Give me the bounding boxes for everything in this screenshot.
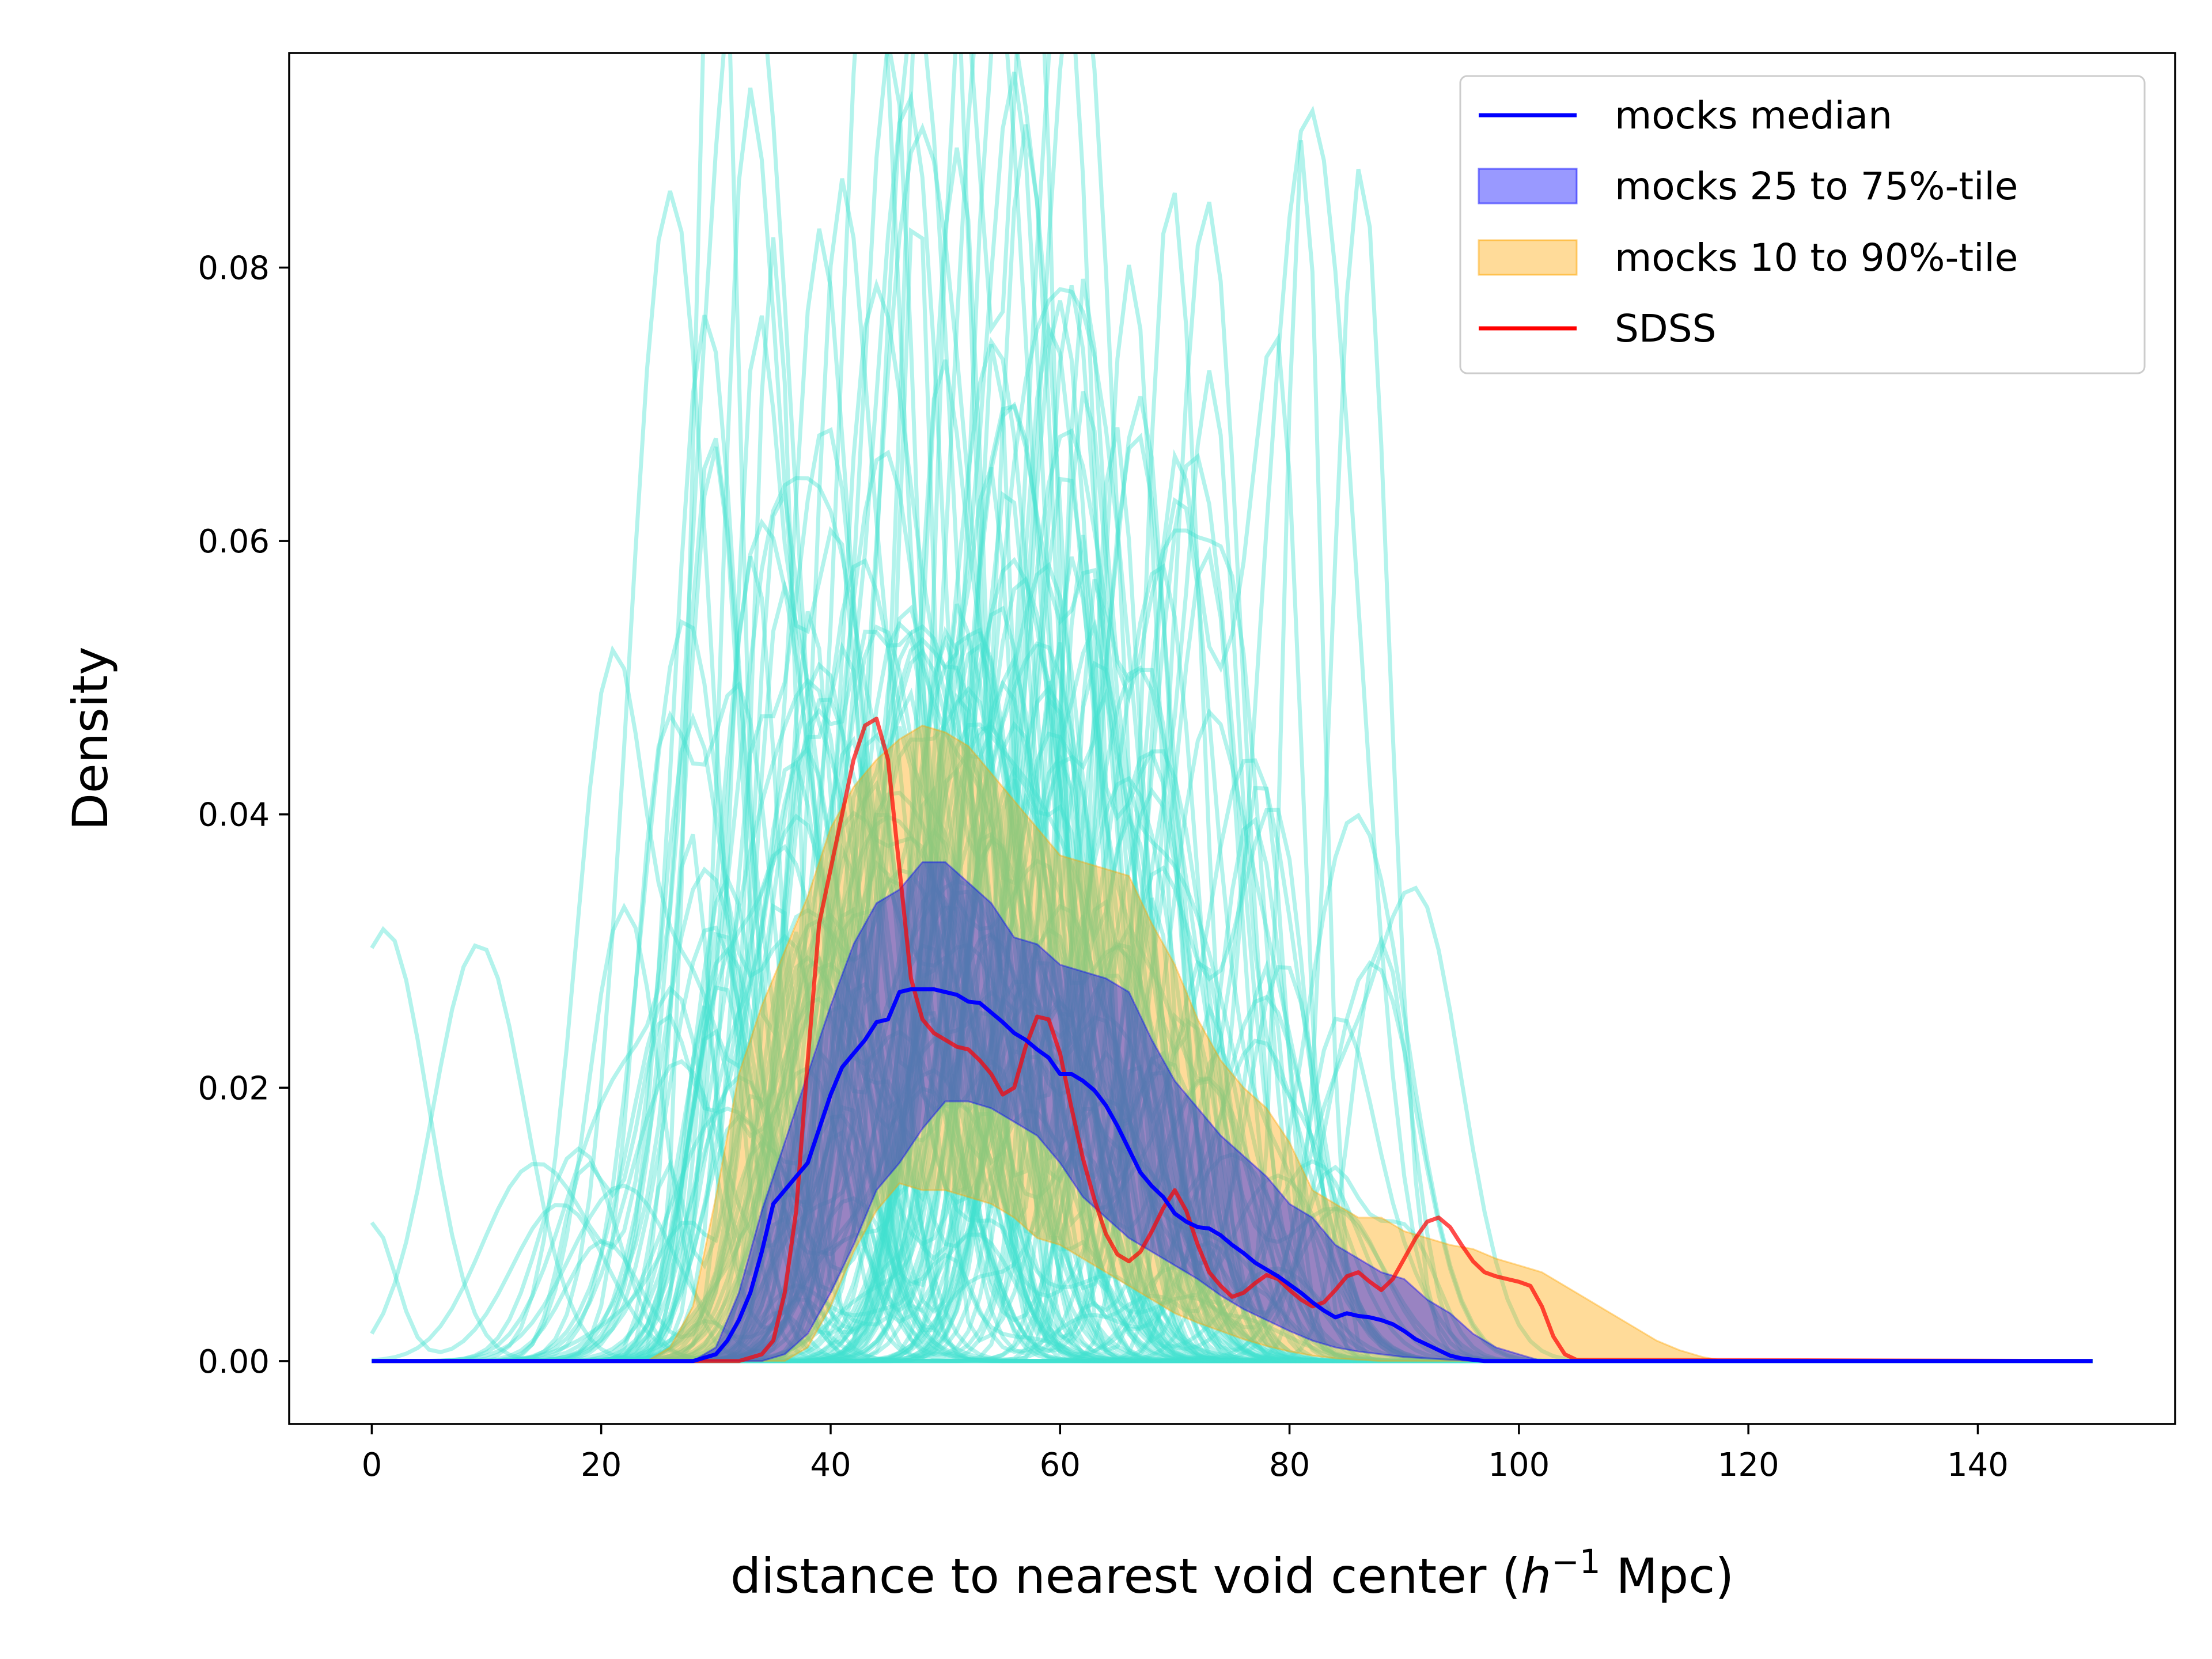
legend-label: SDSS <box>1615 306 1717 351</box>
y-tick-label: 0.02 <box>198 1070 270 1107</box>
y-tick-label: 0.08 <box>198 250 270 287</box>
y-axis-title: Density <box>62 646 119 830</box>
legend-patch-swatch <box>1478 239 1578 276</box>
plot-frame <box>288 52 2176 1425</box>
x-tick-label: 60 <box>1040 1446 1081 1484</box>
legend-label: mocks median <box>1615 93 1892 138</box>
y-axis-ticks: 0.00 0.02 0.04 0.06 0.08 <box>198 250 289 1381</box>
x-tick-label: 0 <box>362 1446 382 1484</box>
x-tick-label: 100 <box>1488 1446 1550 1484</box>
legend-label: mocks 25 to 75%-tile <box>1615 164 2018 209</box>
x-tick-label: 140 <box>1947 1446 2009 1484</box>
y-tick-label: 0.00 <box>198 1343 270 1381</box>
legend-box <box>1459 75 2146 374</box>
x-tick-label: 120 <box>1718 1446 1779 1484</box>
legend: mocks median mocks 25 to 75%-tile mocks 10… <box>1459 75 2146 374</box>
x-tick-label: 20 <box>581 1446 622 1484</box>
sdss-line <box>372 717 2093 1363</box>
summary-lines <box>372 717 2093 1363</box>
legend-label: mocks 10 to 90%-tile <box>1615 236 2018 280</box>
x-axis-ticks: 0 20 40 60 80 100 120 140 <box>362 1424 2009 1484</box>
median-line <box>372 987 2093 1363</box>
x-tick-label: 40 <box>810 1446 851 1484</box>
x-axis-title: distance to nearest void center (h−1 Mpc… <box>730 1542 1734 1604</box>
x-tick-label: 80 <box>1269 1446 1310 1484</box>
y-tick-label: 0.06 <box>198 523 270 560</box>
y-tick-label: 0.04 <box>198 797 270 834</box>
legend-patch-swatch <box>1478 168 1578 204</box>
